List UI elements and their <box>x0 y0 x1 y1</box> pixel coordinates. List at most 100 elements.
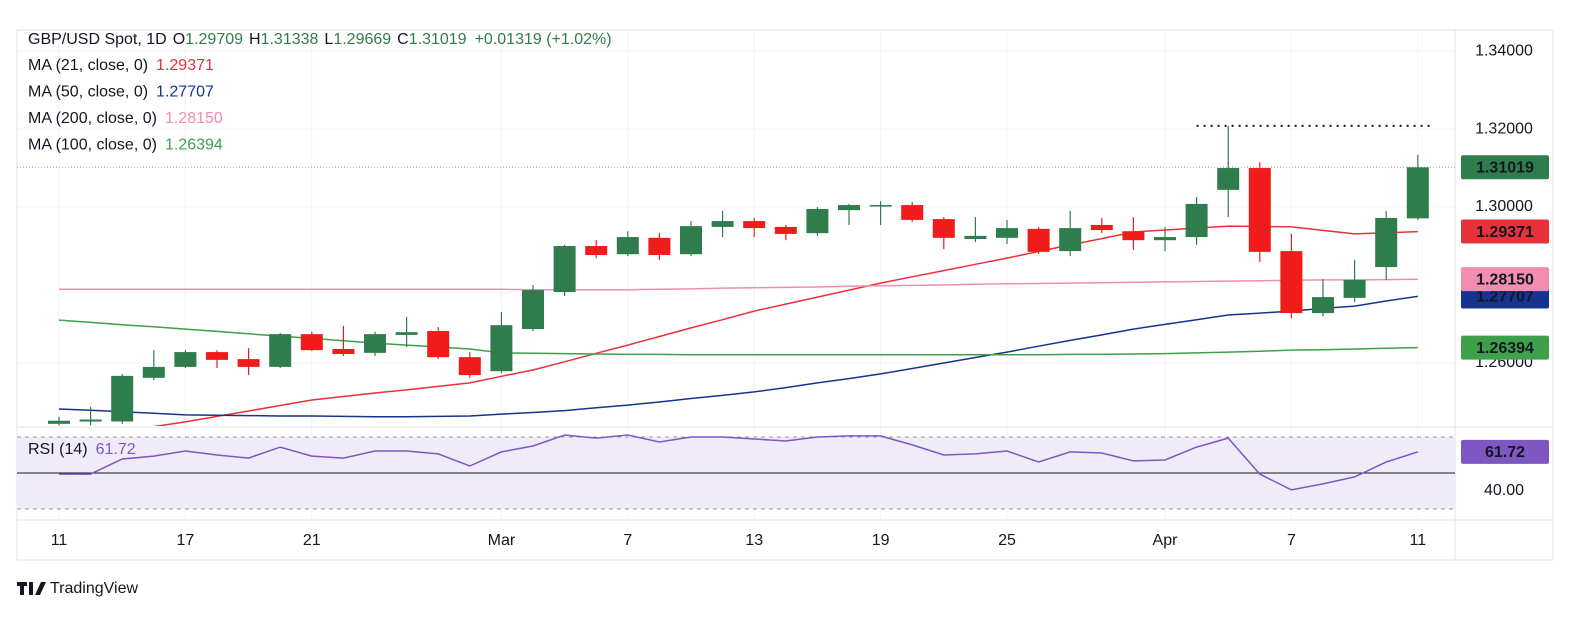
x-tick-label: 7 <box>623 532 632 549</box>
x-tick-label: Apr <box>1153 532 1179 549</box>
candle-body <box>838 205 860 211</box>
axis-value-box <box>1461 155 1549 180</box>
candle-body <box>553 246 576 293</box>
candle-body <box>364 334 386 353</box>
candle-body <box>964 235 987 240</box>
candle-body <box>743 221 766 229</box>
ma-value: 1.27707 <box>156 84 214 101</box>
axis-value-label: 1.28150 <box>1476 271 1534 288</box>
candle-body <box>142 366 165 378</box>
axis-value-box <box>1461 219 1549 244</box>
axis-value-label: 1.26394 <box>1476 340 1534 357</box>
x-tick-label: 11 <box>1409 532 1426 549</box>
candle-body <box>237 359 260 367</box>
candle-body <box>711 221 734 227</box>
candle-body <box>427 331 450 358</box>
candle-body <box>932 219 955 238</box>
x-tick-label: 17 <box>177 532 195 549</box>
axis-value-label: 1.31019 <box>1476 160 1534 177</box>
candle-body <box>585 246 608 255</box>
rsi-legend: RSI (14) 61.72 <box>28 441 136 458</box>
x-tick-label: 7 <box>1287 532 1296 549</box>
ma-legend: MA (100, close, 0) 1.26394 <box>28 137 223 154</box>
candle-body <box>522 290 544 330</box>
candle-body <box>395 332 418 335</box>
axis-value-box <box>1461 267 1549 292</box>
candle-body <box>111 375 134 422</box>
ma-legend: MA (200, close, 0) 1.28150 <box>28 110 223 127</box>
candle-body <box>901 205 924 220</box>
candle-body <box>174 352 197 367</box>
candle-body <box>1185 203 1208 238</box>
ma-legend: MA (21, close, 0) 1.29371 <box>28 57 214 74</box>
h-label: H <box>249 31 261 48</box>
candle-body <box>48 420 70 424</box>
candle-body <box>996 228 1018 238</box>
candle-body <box>1122 231 1145 241</box>
candle-body <box>458 357 481 376</box>
ma-value: 1.28150 <box>165 110 223 127</box>
axis-value-label: 1.27707 <box>1476 289 1534 306</box>
x-tick-label: 11 <box>51 532 68 549</box>
logo: TradingView <box>17 580 138 597</box>
change: +0.01319 (+1.02%) <box>475 31 612 48</box>
candle-body <box>680 226 702 255</box>
candle-body <box>490 325 513 372</box>
ma-legend: MA (50, close, 0) 1.27707 <box>28 84 214 101</box>
price-plot <box>17 124 1455 426</box>
candle-body <box>1406 167 1429 219</box>
brand: TradingView <box>50 580 138 597</box>
axis-value-box <box>1461 335 1549 360</box>
candle-body <box>79 419 102 422</box>
y-tick-label: 1.32000 <box>1475 120 1533 137</box>
high: 1.31338 <box>261 31 319 48</box>
rsi-name: RSI (14) <box>28 441 88 458</box>
ma-name: MA (100, close, 0) <box>28 137 157 154</box>
x-tick-label: 25 <box>998 532 1016 549</box>
candle-body <box>1375 217 1398 268</box>
symbol: GBP/USD Spot, 1D <box>28 31 167 48</box>
c-label: C <box>397 31 409 48</box>
y-tick-label: 1.34000 <box>1475 42 1533 59</box>
ma-name: MA (200, close, 0) <box>28 110 157 127</box>
candle-body <box>1248 168 1271 252</box>
rsi-line <box>59 434 1419 491</box>
candle-body <box>648 237 671 255</box>
candle-body <box>1280 251 1303 314</box>
y-tick-label: 40.00 <box>1484 482 1524 499</box>
close: 1.31019 <box>409 31 467 48</box>
candle-body <box>1343 279 1366 298</box>
l-label: L <box>324 31 333 48</box>
header: GBP/USD Spot, 1D O1.29709 H1.31338 L1.29669… <box>28 31 612 48</box>
logo-icon <box>17 582 46 595</box>
candle-body <box>206 352 228 360</box>
candle-body <box>1059 228 1082 252</box>
low: 1.29669 <box>333 31 391 48</box>
ma-value: 1.26394 <box>165 137 223 154</box>
candle-body <box>269 334 292 367</box>
axis-value-label: 61.72 <box>1485 444 1525 461</box>
frame <box>16 29 1554 561</box>
ma-name: MA (50, close, 0) <box>28 84 148 101</box>
x-tick-label: Mar <box>488 532 516 549</box>
candle-body <box>1027 228 1050 252</box>
axis-value-label: 1.29371 <box>1476 224 1534 241</box>
x-tick-label: 19 <box>872 532 890 549</box>
ma-line <box>58 295 1418 418</box>
x-tick-label: 21 <box>303 532 321 549</box>
candle-body <box>806 208 829 234</box>
ma-value: 1.29371 <box>156 57 214 74</box>
candle-body <box>300 334 323 351</box>
ma-line <box>59 278 1418 291</box>
open: 1.29709 <box>185 31 243 48</box>
axis-value-box <box>1461 439 1549 464</box>
rsi-value: 61.72 <box>96 441 136 458</box>
candle-body <box>774 226 797 234</box>
y-tick-label: 1.30000 <box>1475 198 1533 215</box>
ma-line <box>152 225 1418 426</box>
o-label: O <box>173 31 185 48</box>
ma-name: MA (21, close, 0) <box>28 57 148 74</box>
candle-body <box>1217 168 1240 190</box>
